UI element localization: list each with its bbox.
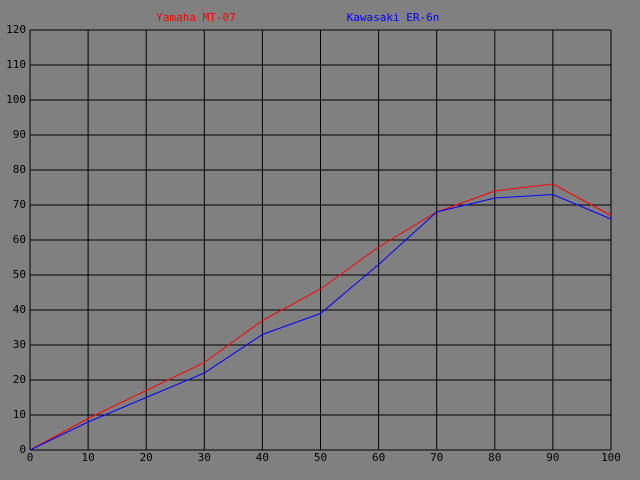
y-tick-label: 40 [13,303,26,316]
line [29,193,612,451]
x-tick-label: 70 [430,451,443,464]
y-tick-label: 60 [13,233,26,246]
y-tick-label: 20 [13,373,26,386]
x-tick-label: 0 [27,451,34,464]
y-tick-label: 80 [13,163,26,176]
x-tick-label: 10 [81,451,94,464]
y-tick-label: 100 [6,93,26,106]
legend-label: Yamaha MT-07 [156,11,235,24]
line [29,183,612,451]
y-tick-label: 10 [13,408,26,421]
x-tick-label: 50 [314,451,327,464]
y-tick-label: 90 [13,128,26,141]
y-tick-label: 30 [13,338,26,351]
legend-label: Kawasaki ER-6n [347,11,440,24]
x-tick-label: 80 [488,451,501,464]
x-tick-label: 60 [372,451,385,464]
x-tick-label: 100 [601,451,621,464]
y-tick-label: 0 [19,443,26,456]
y-tick-label: 120 [6,23,26,36]
x-tick-label: 40 [256,451,269,464]
y-tick-label: 70 [13,198,26,211]
y-tick-label: 110 [6,58,26,71]
y-tick-label: 50 [13,268,26,281]
x-tick-label: 90 [546,451,559,464]
x-tick-label: 30 [198,451,211,464]
x-tick-label: 20 [140,451,153,464]
